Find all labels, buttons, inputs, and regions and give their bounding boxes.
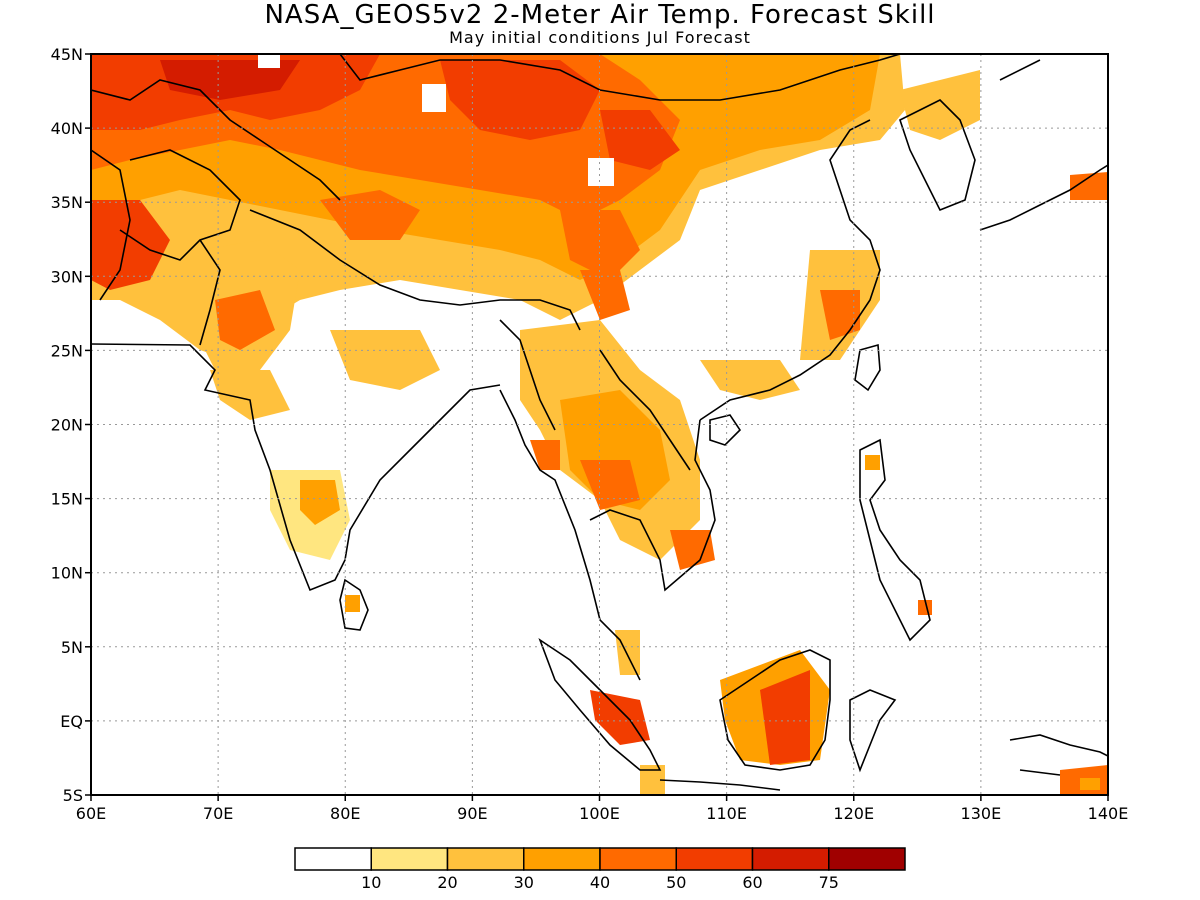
skill-region-india-west: [210, 370, 290, 420]
lat-tick-label: 35N: [51, 193, 83, 212]
legend-swatch: [751, 847, 830, 871]
skill-region-yunnan: [580, 270, 630, 320]
legend-colorbar: 10 20 30 40 50 60 75: [294, 847, 906, 892]
lat-tick-label: EQ: [60, 712, 83, 731]
skill-region-tibet-east: [560, 210, 640, 280]
lon-tick-label: 130E: [961, 804, 1002, 823]
skill-region-indochina-high: [580, 460, 640, 510]
lat-tick-label: 15N: [51, 490, 83, 509]
skill-region-south-china: [700, 360, 800, 400]
skill-region-korea: [900, 70, 980, 140]
lat-tick-label: 10N: [51, 564, 83, 583]
skill-region-india-north: [330, 330, 440, 390]
skill-region-malaya: [615, 630, 640, 675]
skill-field: [91, 54, 1108, 795]
legend-label: 40: [590, 873, 610, 892]
skill-region-high-5: [160, 60, 300, 100]
skill-region-burma: [530, 440, 560, 470]
legend-label: 60: [742, 873, 762, 892]
legend-swatch: [523, 847, 601, 871]
coast-sumatra: [538, 637, 662, 771]
legend-label: 10: [361, 873, 381, 892]
lat-tick-label: 5N: [61, 638, 83, 657]
legend-swatch: [828, 847, 906, 871]
border-central-asia: [91, 79, 341, 201]
border-iran: [91, 149, 131, 301]
legend-swatch: [446, 847, 525, 871]
skill-gap-2: [422, 84, 446, 112]
skill-region-iran: [91, 200, 170, 290]
coast-japan: [979, 59, 1108, 231]
grid-lines: [91, 54, 1108, 795]
skill-gap-3: [588, 158, 614, 186]
skill-region-east-china-core: [820, 290, 860, 340]
skill-region-sumatra: [590, 690, 650, 745]
lat-tick-label: 45N: [51, 45, 83, 64]
map-subtitle: May initial conditions Jul Forecast: [449, 28, 751, 47]
lon-tick-label: 100E: [579, 804, 620, 823]
coast-sulawesi: [849, 689, 897, 773]
coast-korea: [899, 99, 976, 212]
skill-region-new-guinea-core: [1080, 778, 1100, 790]
coast-philippines: [859, 438, 931, 642]
coast-hainan: [709, 414, 742, 446]
lon-tick-label: 140E: [1088, 804, 1129, 823]
coast-new-guinea: [1009, 734, 1108, 776]
skill-gap-1: [258, 54, 280, 68]
legend-swatch: [599, 847, 677, 871]
legend-label: 30: [514, 873, 534, 892]
skill-region-philippines: [865, 455, 880, 470]
skill-region-java: [640, 765, 665, 795]
skill-region-india-core: [300, 480, 340, 525]
legend-swatch: [675, 847, 754, 871]
legend-swatch: [370, 847, 449, 871]
lon-tick-label: 90E: [457, 804, 487, 823]
lat-tick-label: 30N: [51, 267, 83, 286]
lon-tick-label: 110E: [706, 804, 747, 823]
lon-tick-label: 60E: [76, 804, 106, 823]
coast-srilanka: [339, 578, 369, 631]
skill-region-japan: [1070, 172, 1108, 200]
lon-tick-label: 120E: [833, 804, 874, 823]
coastlines: [91, 54, 1108, 791]
coast-south-china: [699, 119, 881, 421]
coast-taiwan: [854, 343, 881, 392]
coast-borneo: [719, 649, 831, 771]
legend-label: 75: [819, 873, 839, 892]
lat-tick-label: 20N: [51, 416, 83, 435]
skill-region-borneo-core: [760, 670, 810, 765]
skill-region-pakistan-core: [215, 290, 275, 350]
lat-tick-label: 5S: [63, 786, 83, 805]
coast-bay-of-bengal-east: [499, 389, 641, 681]
border-himalaya: [249, 209, 581, 331]
longitude-axis: 60E 70E 80E 90E 100E 110E 120E 130E 140E: [76, 795, 1129, 823]
legend-label: 50: [666, 873, 686, 892]
skill-region-indochina-core: [560, 390, 670, 510]
skill-region-high-3: [440, 60, 600, 140]
skill-region-vietnam-south: [670, 530, 715, 570]
lon-tick-label: 80E: [330, 804, 360, 823]
lon-tick-label: 70E: [203, 804, 233, 823]
latitude-axis: 5S EQ 5N 10N 15N 20N 25N 30N 35N 40N 45N: [51, 45, 91, 805]
map-title: NASA_GEOS5v2 2-Meter Air Temp. Forecast …: [264, 0, 936, 30]
border-pakistan: [199, 239, 221, 346]
coast-india: [91, 343, 501, 592]
border-laos-vietnam: [599, 349, 691, 471]
border-myanmar: [499, 319, 556, 431]
skill-region-srilanka: [345, 595, 360, 612]
coast-gulf-of-thailand: [589, 419, 716, 592]
lat-tick-label: 40N: [51, 119, 83, 138]
legend-swatch: [294, 847, 372, 871]
skill-region-high-4: [600, 110, 680, 170]
lat-tick-label: 25N: [51, 341, 83, 360]
legend-label: 20: [437, 873, 457, 892]
coast-java: [659, 779, 781, 791]
border-afghanistan: [119, 149, 241, 261]
